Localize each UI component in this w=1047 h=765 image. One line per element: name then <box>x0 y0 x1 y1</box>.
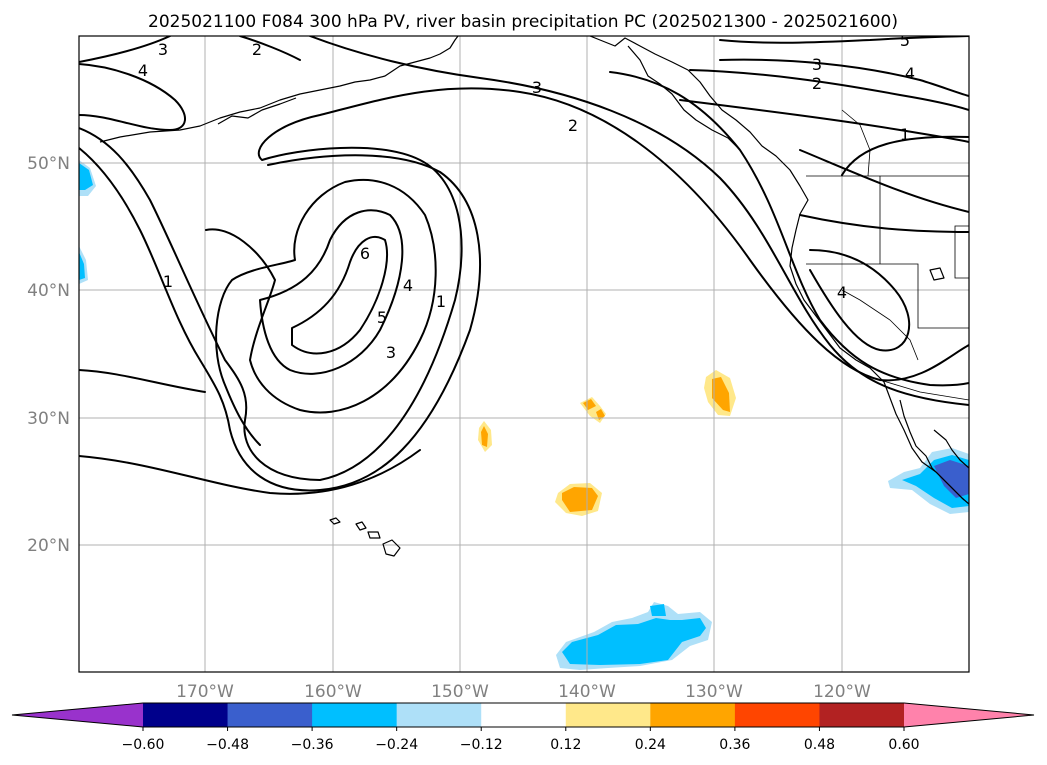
contour-label: 5 <box>377 308 387 327</box>
colorbar-tick-label: −0.36 <box>291 737 334 753</box>
colorbar-extend-min <box>12 703 143 727</box>
contour-label: 4 <box>905 64 915 83</box>
contour-label: 2 <box>252 40 262 59</box>
latitude-labels: 50°N 40°N 30°N 20°N <box>27 154 70 556</box>
lon-label: 130°W <box>685 682 743 702</box>
longitude-labels: 170°W 160°W 150°W 140°W 130°W 120°W <box>176 682 871 702</box>
colorbar-tick-label: −0.48 <box>206 737 249 753</box>
colorbar-segment <box>396 703 482 727</box>
lon-label: 140°W <box>558 682 616 702</box>
contour-label: 1 <box>436 292 446 311</box>
colorbar-segment <box>819 703 905 727</box>
colorbar-tick-label: 0.12 <box>550 737 581 753</box>
contour-label: 2 <box>812 74 822 93</box>
contour-label: 3 <box>158 40 168 59</box>
colorbar-tick-label: 0.48 <box>804 737 835 753</box>
colorbar-extend-max <box>904 703 1034 727</box>
colorbar-segment <box>312 703 398 727</box>
colorbar-tick-label: 0.36 <box>719 737 750 753</box>
precip-shading <box>79 160 969 670</box>
neg-anomaly-baja-core <box>934 460 969 498</box>
lon-label: 150°W <box>431 682 489 702</box>
colorbar-segment <box>734 703 820 727</box>
political-borders <box>806 109 969 401</box>
contour-label: 1 <box>163 272 173 291</box>
colorbar-tick-label: 0.24 <box>635 737 666 753</box>
colorbar-segment <box>481 703 567 727</box>
colorbar: −0.60 −0.48 −0.36 −0.24 −0.12 0.12 0.24 0.36 0.4… <box>11 702 1035 753</box>
map-title: 2025021100 F084 300 hPa PV, river basin … <box>148 12 898 32</box>
lon-label: 160°W <box>304 682 362 702</box>
lat-label: 40°N <box>27 281 70 301</box>
colorbar-tick-label: −0.60 <box>122 737 165 753</box>
colorbar-tick-label: 0.60 <box>888 737 919 753</box>
colorbar-tick-label: −0.24 <box>375 737 418 753</box>
lon-label: 120°W <box>813 682 871 702</box>
colorbar-segment <box>227 703 313 727</box>
contour-label: 4 <box>138 61 148 80</box>
map-panel: 3 2 4 3 2 3 2 5 4 1 1 6 4 5 1 3 4 <box>79 31 969 672</box>
contour-label: 4 <box>837 283 847 302</box>
contour-label: 3 <box>812 55 822 74</box>
coastlines <box>99 36 969 557</box>
lon-label: 170°W <box>176 682 234 702</box>
contour-label: 3 <box>532 78 542 97</box>
colorbar-segment <box>650 703 736 727</box>
colorbar-tick-label: −0.12 <box>460 737 503 753</box>
contour-label: 4 <box>403 276 413 295</box>
contour-label: 3 <box>386 343 396 362</box>
pv-contour-labels: 3 2 4 3 2 3 2 5 4 1 1 6 4 5 1 3 4 <box>138 31 915 362</box>
map-frame <box>78 35 970 673</box>
colorbar-segment <box>565 703 651 727</box>
contour-label: 2 <box>568 116 578 135</box>
colorbar-segment <box>143 703 229 727</box>
contour-label: 6 <box>360 244 370 263</box>
lat-label: 30°N <box>27 409 70 429</box>
lat-label: 50°N <box>27 154 70 174</box>
contour-label: 1 <box>900 125 910 144</box>
contour-label: 5 <box>900 31 910 50</box>
lat-label: 20°N <box>27 536 70 556</box>
pv-contours <box>79 36 969 495</box>
